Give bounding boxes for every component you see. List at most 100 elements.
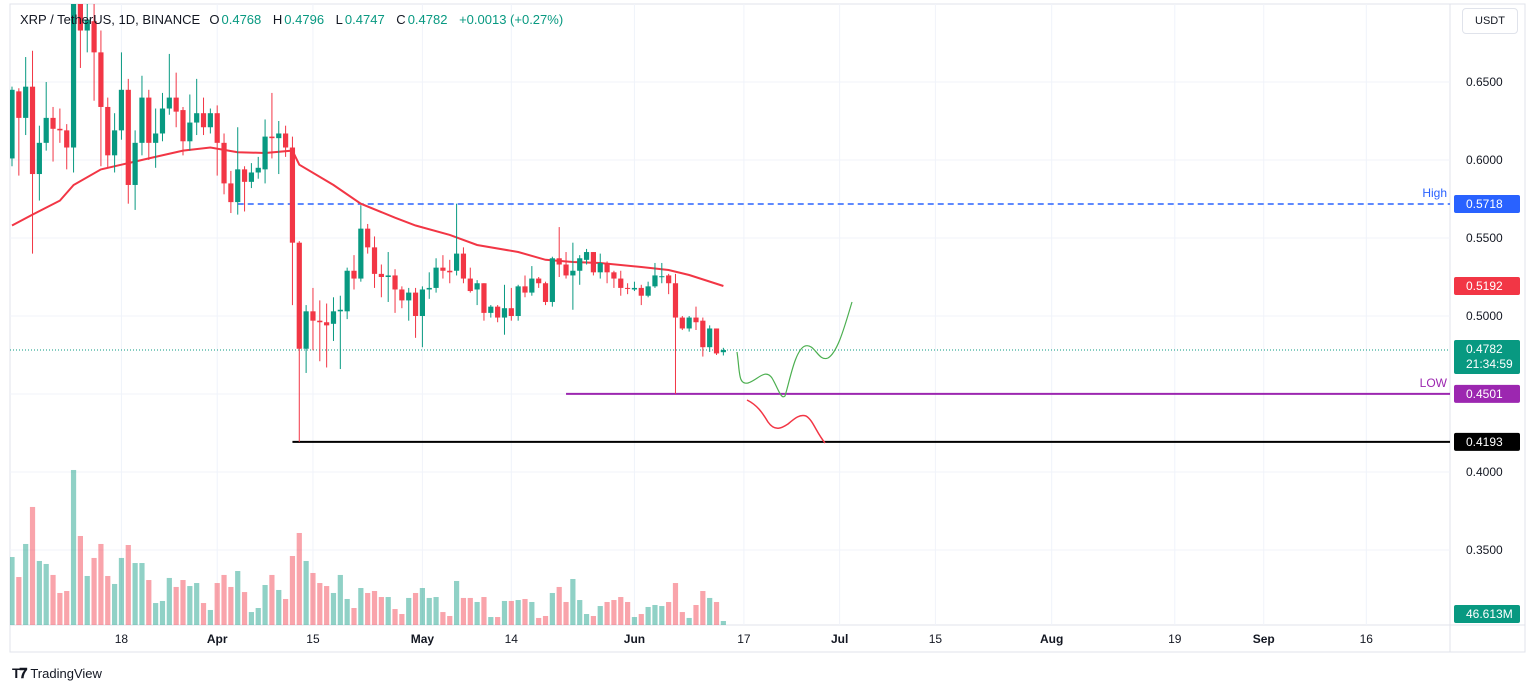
candle-body xyxy=(187,122,193,142)
candle xyxy=(351,255,357,290)
candle-body xyxy=(146,97,152,143)
candle xyxy=(467,267,473,293)
volume-bar xyxy=(549,592,555,625)
last-price-tag-bg xyxy=(1454,340,1520,375)
volume-bar xyxy=(536,617,542,625)
volume-bar xyxy=(371,591,378,625)
candle-body xyxy=(29,86,36,175)
candle xyxy=(454,203,460,276)
candle-body xyxy=(317,320,323,323)
candle-body xyxy=(269,136,275,139)
volume-bar xyxy=(577,600,583,625)
level-lines xyxy=(237,203,1450,443)
candle xyxy=(522,275,528,298)
candle-body xyxy=(515,286,521,316)
volume-bar xyxy=(187,586,193,625)
candle-body xyxy=(16,91,22,118)
volume-bar xyxy=(508,600,514,625)
volume-bar xyxy=(385,597,391,625)
bullish-scenario-path xyxy=(736,301,853,398)
candle-body xyxy=(289,147,296,243)
candle xyxy=(474,280,480,306)
candle-body xyxy=(638,287,644,296)
volume-bar xyxy=(488,617,494,625)
volume-bar xyxy=(358,588,364,625)
candle xyxy=(549,256,555,307)
candle xyxy=(91,4,97,101)
candle-body xyxy=(194,113,200,123)
volume-value-tag-text: 46.613M xyxy=(1466,607,1513,621)
volume-bar xyxy=(248,612,254,625)
candle xyxy=(611,270,617,288)
candle-body xyxy=(556,258,562,265)
candle-body xyxy=(631,287,638,290)
time-tick-label: 15 xyxy=(929,632,943,646)
volume-bar xyxy=(330,592,337,625)
volume-bar xyxy=(105,575,111,625)
candle xyxy=(570,242,576,310)
candle-body xyxy=(460,253,467,279)
candle-body xyxy=(324,322,330,326)
candle xyxy=(536,277,542,288)
candle xyxy=(679,316,685,331)
volume-bar xyxy=(159,600,166,625)
candle-body xyxy=(221,142,227,184)
price-axis[interactable]: 0.6500 0.6000 0.5500 0.5000 0.4000 0.3500 xyxy=(1466,75,1503,557)
candle-body xyxy=(23,86,29,118)
candle xyxy=(412,287,419,338)
volume-bar xyxy=(447,615,453,625)
candle-body xyxy=(43,117,49,143)
candle-body xyxy=(64,130,70,148)
candle-body xyxy=(419,289,425,316)
volume-bar xyxy=(679,612,685,625)
volume-bar xyxy=(255,608,261,625)
candle xyxy=(255,156,261,179)
candle xyxy=(194,78,200,136)
low-level-label: LOW xyxy=(1420,376,1448,390)
candle xyxy=(10,86,15,167)
candle xyxy=(440,255,446,279)
volume-bar xyxy=(310,572,316,625)
candle xyxy=(713,328,720,355)
candle xyxy=(296,241,302,442)
volume-bar xyxy=(296,532,302,625)
volume-bar xyxy=(153,603,159,625)
volume-bar xyxy=(269,574,275,625)
candle xyxy=(269,92,275,159)
volume-bar xyxy=(200,603,207,625)
volume-bar xyxy=(180,580,186,625)
candle xyxy=(248,163,254,189)
volume-bar xyxy=(98,543,104,625)
candle xyxy=(289,136,296,306)
currency-button[interactable]: USDT xyxy=(1462,8,1518,34)
volume-bar xyxy=(392,609,398,625)
candle xyxy=(625,283,631,295)
candle-body xyxy=(412,292,419,316)
candle-body xyxy=(474,283,480,290)
candle xyxy=(590,252,596,276)
volume-bar xyxy=(283,598,289,625)
candle xyxy=(460,247,467,284)
candle xyxy=(214,105,220,176)
candle-body xyxy=(344,270,350,312)
candle-body xyxy=(262,136,268,170)
candle-body xyxy=(583,252,590,260)
volume-bar xyxy=(16,577,22,625)
volume-bar xyxy=(194,583,200,625)
candle xyxy=(159,92,166,142)
volume-bar xyxy=(638,614,644,625)
volume-bar xyxy=(707,597,713,625)
volume-bar xyxy=(241,592,248,625)
candle-body xyxy=(118,89,125,131)
candle xyxy=(638,284,644,306)
tradingview-logo[interactable]: T𝟕 TradingView xyxy=(12,665,102,682)
candle xyxy=(700,317,706,357)
candle-body xyxy=(70,4,77,148)
candle-body xyxy=(440,267,446,271)
low-price-tag-bg xyxy=(1454,384,1520,403)
time-axis[interactable]: 18 Apr 15 May 14 Jun 17 Jul 15 Aug 19 Sep 16 xyxy=(115,632,1374,646)
time-tick-label: May xyxy=(411,632,435,646)
moving-average-price-tag-bg xyxy=(1454,277,1520,296)
